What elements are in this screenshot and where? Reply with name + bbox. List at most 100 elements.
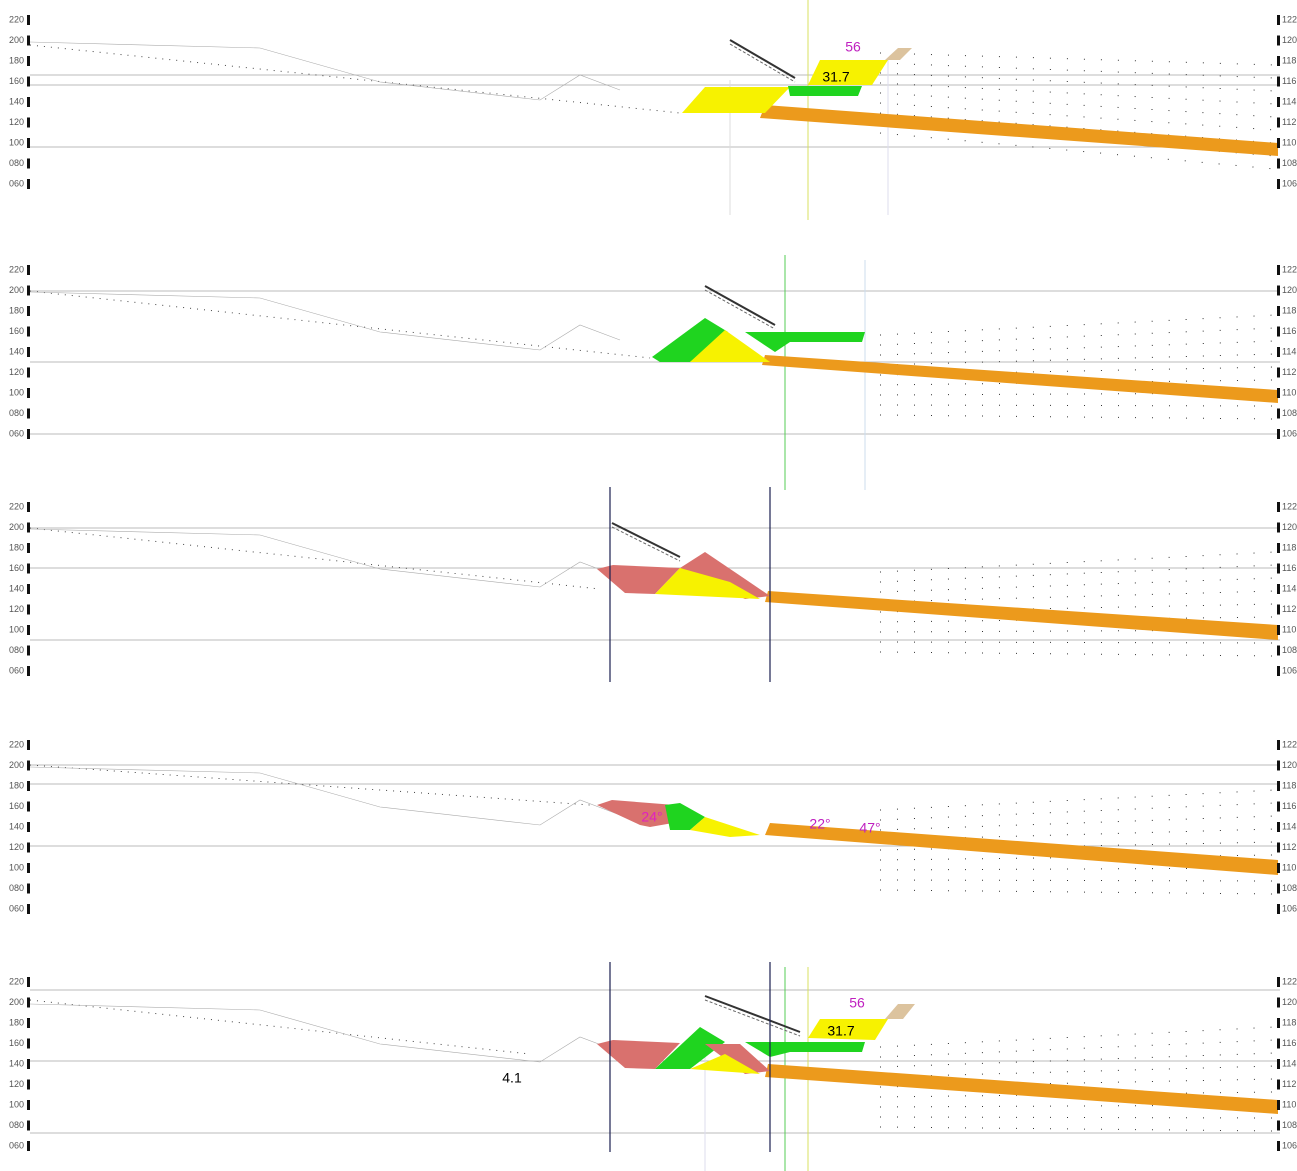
spoil-dots <box>879 641 1276 644</box>
axis-tick <box>1277 883 1280 894</box>
axis-label: 200 <box>9 35 24 45</box>
annotation: 4.1 <box>502 1070 522 1086</box>
ground-line <box>29 290 651 359</box>
axis-tick <box>1277 97 1280 107</box>
axis-tick <box>1277 1100 1280 1110</box>
axis-label: 108 <box>1282 408 1297 418</box>
axis-tick <box>1277 388 1280 398</box>
spoil-dots <box>879 327 1276 346</box>
ground-line <box>29 999 531 1055</box>
material-zone <box>690 817 760 837</box>
material-zone <box>665 803 705 830</box>
axis-label: 220 <box>9 501 24 511</box>
axis-tick <box>27 863 30 873</box>
axis-label: 100 <box>9 387 24 397</box>
section-panel: 220 200 180 160 140 120 100 080 060 122 120 118 116 1… <box>9 0 1297 220</box>
axis-label: 108 <box>1282 158 1297 168</box>
annotation: 56 <box>845 39 861 55</box>
axis-label: 116 <box>1282 326 1296 336</box>
axis-tick <box>1277 285 1280 296</box>
axis-label: 120 <box>9 604 24 614</box>
dragline-boom <box>729 43 796 83</box>
axis-tick <box>1277 543 1280 553</box>
axis-label: 200 <box>9 522 24 532</box>
annotation: 22° <box>809 816 830 832</box>
axis-label: 200 <box>9 997 24 1007</box>
axis-label: 122 <box>1282 264 1297 274</box>
spoil-dots <box>879 879 1276 882</box>
axis-label: 120 <box>1282 760 1297 770</box>
axis-label: 112 <box>1282 1079 1296 1089</box>
axis-label: 180 <box>9 780 24 790</box>
axis-tick <box>1277 179 1280 189</box>
ground-line <box>29 527 601 590</box>
axis-label: 116 <box>1282 801 1296 811</box>
axis-tick <box>1277 306 1280 316</box>
material-zone <box>745 1042 865 1057</box>
axis-label: 118 <box>1282 55 1296 65</box>
axis-tick <box>1277 584 1280 594</box>
axis-tick <box>27 543 30 553</box>
spoil-dots <box>879 651 1276 657</box>
material-zone <box>765 1064 1278 1114</box>
dragline-boom <box>704 995 801 1033</box>
material-zone <box>690 330 770 362</box>
axis-tick <box>27 801 30 812</box>
spoil-dots <box>879 1039 1276 1058</box>
dragline-boom <box>704 289 776 330</box>
axis-tick <box>1277 502 1280 512</box>
terrain <box>29 291 621 351</box>
material-zone <box>808 60 888 85</box>
axis-tick <box>27 883 30 894</box>
axis-tick <box>27 347 30 357</box>
axis-label: 180 <box>9 305 24 315</box>
axis-tick <box>27 1038 30 1049</box>
spoil-dots <box>879 889 1276 895</box>
axis-label: 180 <box>9 542 24 552</box>
axis-label: 122 <box>1282 739 1297 749</box>
axis-label: 110 <box>1282 387 1296 397</box>
axis-tick <box>27 408 30 419</box>
dragline-boom <box>611 522 681 558</box>
axis-tick <box>1277 1120 1280 1131</box>
axis-label: 140 <box>9 583 24 593</box>
axis-tick <box>27 97 30 107</box>
annotation: 24° <box>641 809 662 825</box>
axis-label: 140 <box>9 821 24 831</box>
axis-tick <box>27 306 30 316</box>
axis-tick <box>27 367 30 378</box>
axis-tick <box>27 429 30 439</box>
axis-label: 112 <box>1282 367 1296 377</box>
spoil-dots <box>879 789 1276 811</box>
axis-tick <box>1277 1018 1280 1028</box>
axis-tick <box>27 35 30 46</box>
axis-label: 120 <box>9 842 24 852</box>
axis-label: 106 <box>1282 178 1297 188</box>
spoil-dots <box>879 62 1276 79</box>
axis-tick <box>1277 997 1280 1008</box>
axis-tick <box>1277 563 1280 574</box>
material-zone <box>885 1004 915 1019</box>
axis-tick <box>1277 408 1280 419</box>
material-zone <box>655 568 760 599</box>
axis-label: 180 <box>9 1017 24 1027</box>
terrain <box>29 1003 621 1063</box>
axis-label: 118 <box>1282 305 1296 315</box>
spoil-dots <box>879 802 1276 821</box>
axis-tick <box>1277 15 1280 25</box>
axis-label: 122 <box>1282 976 1297 986</box>
axis-tick <box>1277 625 1280 635</box>
axis-tick <box>1277 429 1280 439</box>
axis-label: 120 <box>1282 285 1297 295</box>
axis-tick <box>1277 1141 1280 1151</box>
axis-label: 220 <box>9 739 24 749</box>
axis-tick <box>27 1079 30 1090</box>
axis-label: 080 <box>9 158 24 168</box>
material-zone <box>885 48 912 60</box>
axis-tick <box>27 15 30 25</box>
axis-tick <box>27 502 30 512</box>
axis-tick <box>27 584 30 594</box>
axis-label: 120 <box>1282 35 1297 45</box>
annotation: 56 <box>849 995 865 1011</box>
material-zone <box>765 823 1278 875</box>
